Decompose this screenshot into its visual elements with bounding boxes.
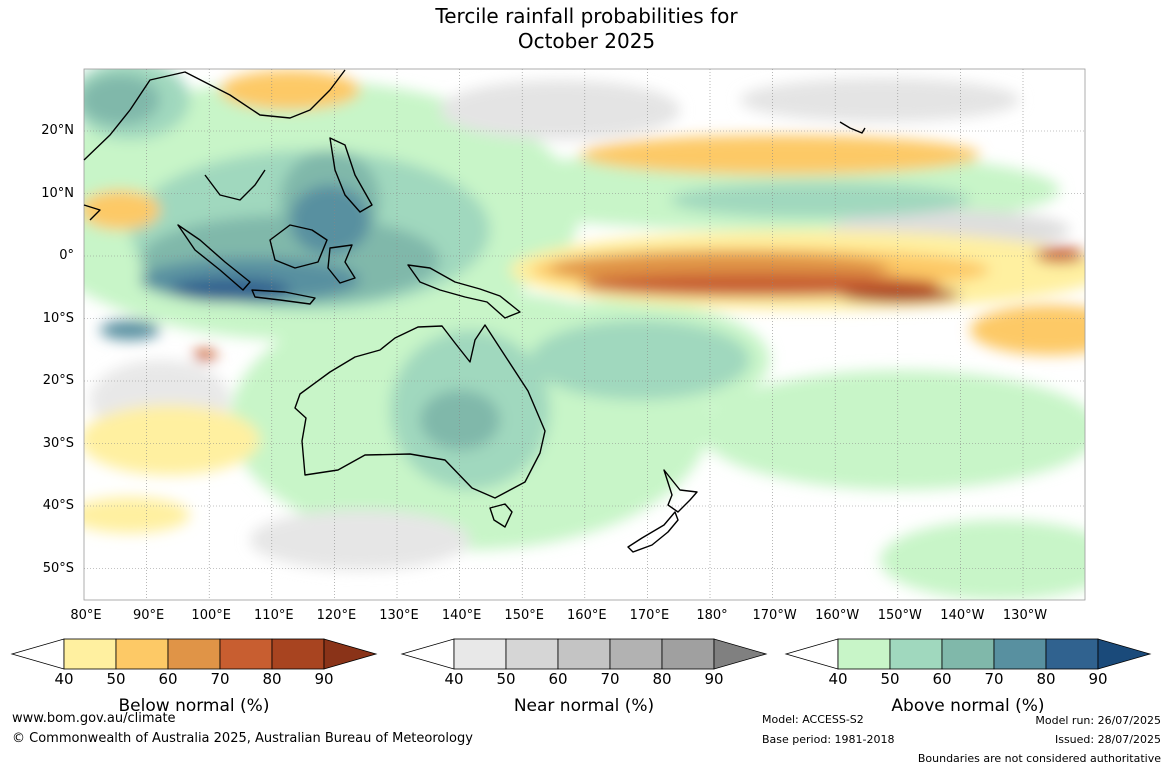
colorbar-segment [993, 638, 1047, 670]
colorbar-segment [837, 638, 891, 670]
lon-label-140w: 140°W [940, 608, 985, 623]
colorbar-tick-label: 90 [1088, 670, 1108, 688]
lat-label-0: 0° [59, 248, 74, 263]
lon-label-130w: 130°W [1002, 608, 1048, 623]
lon-label-120e: 120°E [316, 608, 357, 623]
colorbar-segment [557, 638, 611, 670]
above-normal-colorbar [784, 638, 1152, 670]
lon-label-90e: 90°E [132, 608, 165, 623]
lon-label-160e: 160°E [567, 608, 607, 623]
probability-field [84, 69, 1085, 600]
colorbar-low-triangle [784, 638, 839, 670]
tasmania-coastline [489, 503, 513, 528]
lat-label-30s: 30°S [42, 435, 74, 451]
disclaimer-text: Boundaries are not considered authoritat… [917, 752, 1161, 765]
colorbar-tick-label: 70 [600, 670, 620, 688]
model-run-text: Model run: 26/07/2025 [1035, 714, 1161, 727]
philippines-coastline [329, 137, 373, 213]
lon-label-130e: 130°E [379, 608, 419, 623]
lon-label-110e: 110°E [254, 608, 294, 623]
colorbar-tick-label: 70 [984, 670, 1004, 688]
website-link[interactable]: www.bom.gov.au/climate [12, 711, 176, 726]
lat-label-20s: 20°S [42, 373, 74, 388]
java-coastline [251, 289, 316, 305]
asia-coastline [83, 69, 346, 221]
colorbar-segment [167, 638, 221, 670]
colorbar-tick-label: 60 [932, 670, 952, 688]
new-guinea-coastline [407, 264, 521, 319]
below-normal-colorbar [10, 638, 378, 670]
colorbar-tick-label: 80 [1036, 670, 1056, 688]
issued-text: Issued: 28/07/2025 [1054, 733, 1161, 746]
base-period-text: Base period: 1981-2018 [762, 733, 895, 746]
colorbar-tick-label: 80 [652, 670, 672, 688]
lon-label-100e: 100°E [191, 608, 231, 623]
colorbar-tick-label: 60 [548, 670, 568, 688]
lon-label-170e: 170°E [629, 608, 670, 623]
colorbar-tick-label: 90 [314, 670, 334, 688]
title-line-2: October 2025 [517, 29, 656, 53]
map-title: Tercile rainfall probabilities for Octob… [0, 4, 1173, 54]
lat-label-40s: 40°S [42, 498, 74, 513]
colorbar-high-triangle [713, 638, 768, 670]
sulawesi-coastline [327, 244, 356, 284]
colorbar-segment [889, 638, 943, 670]
colorbar-segment [505, 638, 559, 670]
australia-coastline [294, 324, 546, 499]
above-normal-title: Above normal (%) [891, 696, 1045, 716]
lon-label-170w: 170°W [752, 608, 797, 623]
lon-label-140e: 140°E [441, 608, 482, 623]
colorbar-segment [1045, 638, 1099, 670]
colorbar-low-triangle [10, 638, 65, 670]
colorbar-low-triangle [400, 638, 455, 670]
colorbar-tick-label: 40 [54, 670, 74, 688]
colorbar-high-triangle [323, 638, 378, 670]
sumatra-coastline [177, 224, 251, 291]
lat-label-20n: 20°N [41, 123, 74, 138]
colorbar-tick-label: 60 [158, 670, 178, 688]
new-zealand-north-coastline [663, 469, 698, 513]
colorbar-segment [453, 638, 507, 670]
borneo-coastline [269, 224, 328, 269]
lat-label-10s: 10°S [42, 310, 74, 326]
copyright-text: © Commonwealth of Australia 2025, Austra… [12, 731, 473, 746]
colorbar-segment [941, 638, 995, 670]
near-normal-title: Near normal (%) [513, 696, 655, 716]
hawaii-coastline [839, 121, 866, 134]
below-normal-title: Below normal (%) [118, 696, 270, 716]
colorbar-tick-label: 70 [210, 670, 230, 688]
colorbar-segment [609, 638, 663, 670]
lon-label-160w: 160°W [815, 608, 860, 623]
colorbar-tick-label: 50 [880, 670, 900, 688]
lon-label-150e: 150°E [504, 608, 544, 623]
colorbar-tick-label: 50 [496, 670, 516, 688]
colorbar-tick-label: 50 [106, 670, 126, 688]
colorbar-segment [63, 638, 117, 670]
lon-label-180: 180° [696, 608, 728, 623]
probability-map [83, 68, 1086, 601]
title-line-1: Tercile rainfall probabilities for [435, 4, 738, 28]
near-normal-colorbar [400, 638, 768, 670]
colorbar-segment [661, 638, 715, 670]
coastlines [83, 69, 866, 553]
lat-label-10n: 10°N [41, 185, 74, 201]
lon-label-150w: 150°W [877, 608, 922, 623]
colorbar-tick-label: 40 [444, 670, 464, 688]
colorbar-segment [271, 638, 325, 670]
colorbar-tick-label: 40 [828, 670, 848, 688]
colorbar-tick-label: 80 [262, 670, 282, 688]
graticule [84, 69, 1085, 600]
lon-label-80e: 80°E [70, 608, 102, 623]
new-zealand-south-coastline [627, 511, 679, 553]
model-text: Model: ACCESS-S2 [762, 713, 864, 726]
colorbar-segment [115, 638, 169, 670]
colorbar-segment [219, 638, 273, 670]
colorbar-tick-label: 90 [704, 670, 724, 688]
colorbar-high-triangle [1097, 638, 1152, 670]
lat-label-50s: 50°S [42, 560, 74, 576]
